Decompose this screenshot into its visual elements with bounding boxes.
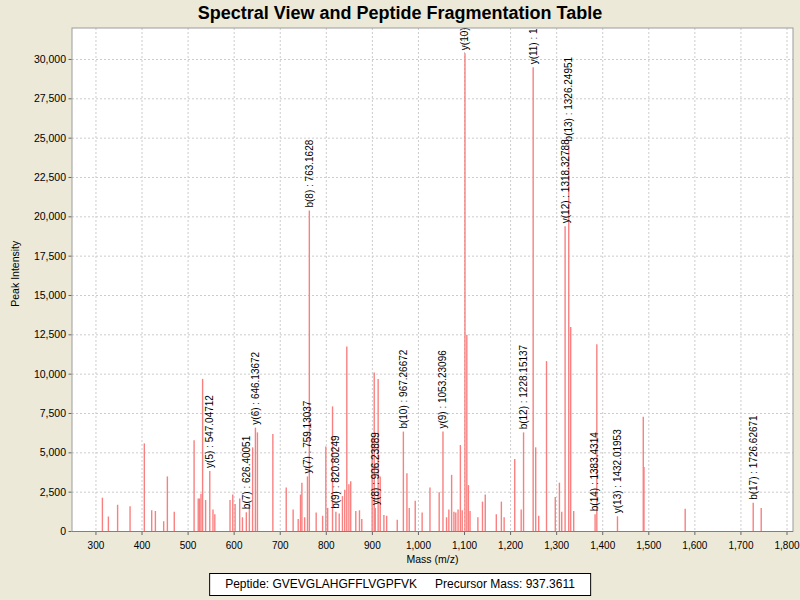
- x-tick-label: 900: [364, 540, 381, 551]
- peak-label: y(13) : 1432.01953: [612, 429, 623, 513]
- x-tick-label: 1,700: [728, 540, 753, 551]
- y-tick-label: 15,000: [34, 289, 66, 301]
- x-tick-label: 1,500: [636, 540, 661, 551]
- y-tick-label: 12,500: [34, 328, 66, 340]
- peak-label: b(9) : 820.80249: [330, 435, 341, 509]
- y-tick-label: 20,000: [34, 210, 66, 222]
- y-tick-label: 7,500: [40, 407, 66, 419]
- precursor-mass-label: Precursor Mass: 937.3611: [435, 577, 575, 591]
- peak-label: y(12) : 1318.32788: [560, 139, 571, 223]
- spectrum-plot: y(5) : 547.04712 b(7) : 626.40051 y(6) : 6…: [0, 0, 800, 572]
- x-tick-label: 400: [134, 540, 151, 551]
- spectral-view-chart: Spectral View and Peptide Fragmentation …: [0, 0, 800, 600]
- y-tick-label: 30,000: [34, 53, 66, 65]
- x-axis-title: Mass (m/z): [407, 553, 459, 565]
- peak-label: b(13) : 1326.24951: [563, 56, 574, 141]
- y-tick-label: 27,500: [34, 92, 66, 104]
- x-tick-label: 1,100: [452, 540, 477, 551]
- peak-label: b(17) : 1726.62671: [748, 415, 759, 500]
- peptide-label: Peptide: GVEVGLAHGFFLVGPFVK: [225, 577, 417, 591]
- peak-label: y(6) : 646.13672: [250, 351, 261, 424]
- plot-background: [72, 28, 793, 532]
- y-tick-label: 5,000: [40, 446, 66, 458]
- y-tick-label: 17,500: [34, 250, 66, 262]
- y-tick-label: 2,500: [40, 486, 66, 498]
- x-tick-label: 1,400: [590, 540, 615, 551]
- x-tick-label: 700: [272, 540, 289, 551]
- peak-label: b(7) : 626.40051: [241, 435, 252, 509]
- y-axis-title: Peak Intensity: [9, 240, 21, 307]
- x-tick-label: 1,800: [774, 540, 799, 551]
- x-tick-label: 500: [180, 540, 197, 551]
- peak-label: y(5) : 547.04712: [204, 395, 215, 468]
- peak-label: y(8) : 906.23889: [370, 432, 381, 505]
- peak-label: b(14) : 1383.4314: [589, 432, 600, 511]
- peak-label: y(10): [459, 27, 470, 50]
- y-tick-label: 25,000: [34, 132, 66, 144]
- peak-label: b(8) : 763.1628: [304, 139, 315, 207]
- x-tick-label: 1,600: [682, 540, 707, 551]
- x-tick-label: 1,200: [498, 540, 523, 551]
- x-tick-label: 600: [226, 540, 243, 551]
- peak-label: y(7) : 759.13037: [302, 400, 313, 473]
- y-tick-label: 0: [60, 525, 66, 537]
- x-tick-label: 800: [318, 540, 335, 551]
- y-tick-label: 10,000: [34, 368, 66, 380]
- peak-label: b(10) : 967.26672: [398, 349, 409, 428]
- peak-label: y(11) : 1: [528, 28, 539, 64]
- x-tick-label: 300: [88, 540, 105, 551]
- peak-label: y(9) : 1053.23096: [437, 350, 448, 429]
- y-tick-label: 22,500: [34, 171, 66, 183]
- peak-label: b(12) : 1228.15137: [518, 344, 529, 429]
- x-tick-label: 1,000: [406, 540, 431, 551]
- peptide-info-box: Peptide: GVEVGLAHGFFLVGPFVK Precursor Mas…: [209, 573, 591, 596]
- x-tick-label: 1,300: [544, 540, 569, 551]
